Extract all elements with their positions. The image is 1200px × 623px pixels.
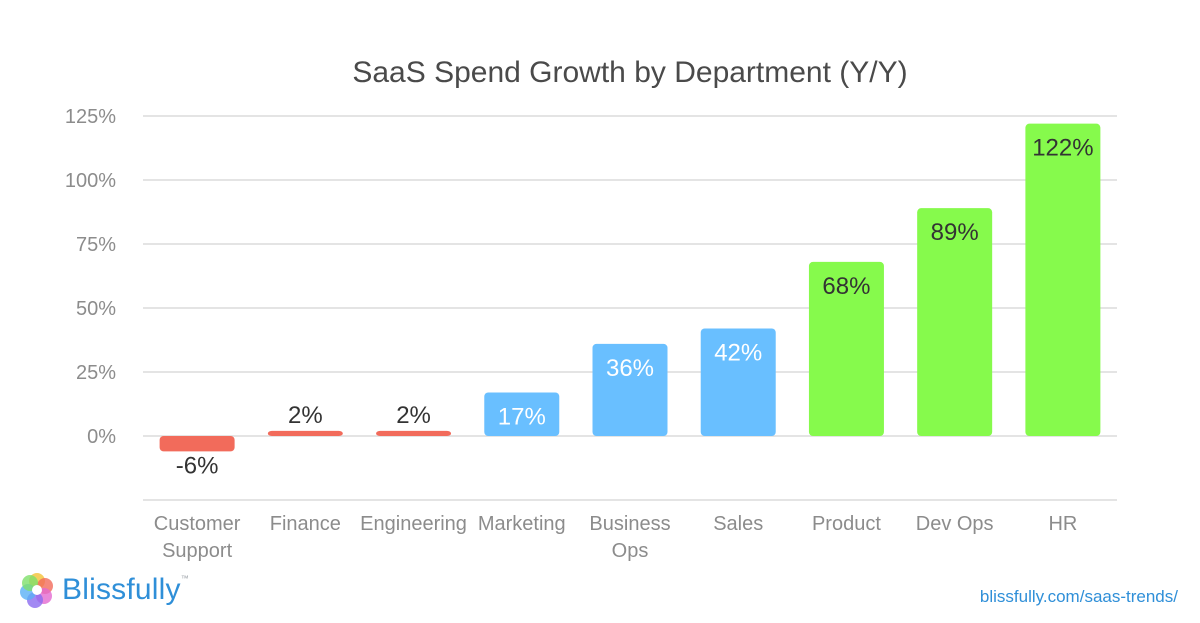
x-tick-label: Dev Ops xyxy=(916,513,994,535)
data-label: 17% xyxy=(498,403,546,430)
data-label: -6% xyxy=(176,452,219,479)
data-label: 36% xyxy=(606,355,654,382)
bar xyxy=(159,436,235,452)
y-tick-label: 125% xyxy=(65,106,116,128)
x-tick-label: Sales xyxy=(713,513,763,535)
y-tick-label: 75% xyxy=(76,234,116,256)
y-tick-label: 25% xyxy=(76,362,116,384)
x-tick-label: Customer xyxy=(154,513,241,535)
x-tick-label: Support xyxy=(162,540,232,562)
bar xyxy=(917,208,993,436)
y-tick-label: 100% xyxy=(65,170,116,192)
y-axis-ticks: 0% 25% 50% 75% 100% 125% xyxy=(65,106,116,448)
bar xyxy=(484,392,560,436)
flower-logo-icon xyxy=(20,573,53,608)
gridlines xyxy=(143,115,1117,501)
data-label: 122% xyxy=(1032,135,1093,162)
bar xyxy=(1025,123,1101,437)
x-tick-label: Business xyxy=(589,513,670,535)
bar xyxy=(700,328,776,436)
x-tick-label: Finance xyxy=(270,513,341,535)
x-tick-label: Engineering xyxy=(360,513,467,535)
x-tick-label: Product xyxy=(812,513,881,535)
data-label: 68% xyxy=(822,273,870,300)
data-label: 2% xyxy=(288,402,323,429)
data-label: 2% xyxy=(396,402,431,429)
y-tick-label: 50% xyxy=(76,298,116,320)
data-labels: -6% 2% 2% 17% 36% 42% 68% 89% 122% xyxy=(176,135,1094,480)
x-axis-ticks: Customer Support Finance Engineering Marketi… xyxy=(154,513,1078,562)
brand-logo: Blissfully ™ xyxy=(18,568,189,612)
source-url: blissfully.com/saas-trends/ xyxy=(979,587,1178,606)
brand-trademark: ™ xyxy=(180,574,189,583)
bar xyxy=(267,430,343,436)
bar xyxy=(808,261,884,436)
x-tick-label: Marketing xyxy=(478,513,566,535)
x-tick-label: HR xyxy=(1048,513,1077,535)
y-tick-label: 0% xyxy=(87,426,116,448)
x-tick-label: Ops xyxy=(612,540,649,562)
data-label: 42% xyxy=(714,339,762,366)
data-label: 89% xyxy=(931,219,979,246)
bars xyxy=(159,123,1101,452)
brand-name: Blissfully xyxy=(62,573,181,606)
bar xyxy=(592,343,668,436)
bar xyxy=(376,430,452,436)
chart-title: SaaS Spend Growth by Department (Y/Y) xyxy=(352,56,907,89)
